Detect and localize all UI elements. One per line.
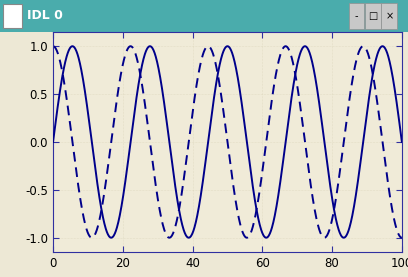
FancyBboxPatch shape (349, 2, 364, 29)
Text: □: □ (368, 11, 377, 21)
FancyBboxPatch shape (381, 2, 397, 29)
Text: ×: × (385, 11, 393, 21)
FancyBboxPatch shape (3, 4, 22, 28)
Text: -: - (355, 11, 358, 21)
Text: IDL 0: IDL 0 (27, 9, 62, 22)
FancyBboxPatch shape (365, 2, 381, 29)
